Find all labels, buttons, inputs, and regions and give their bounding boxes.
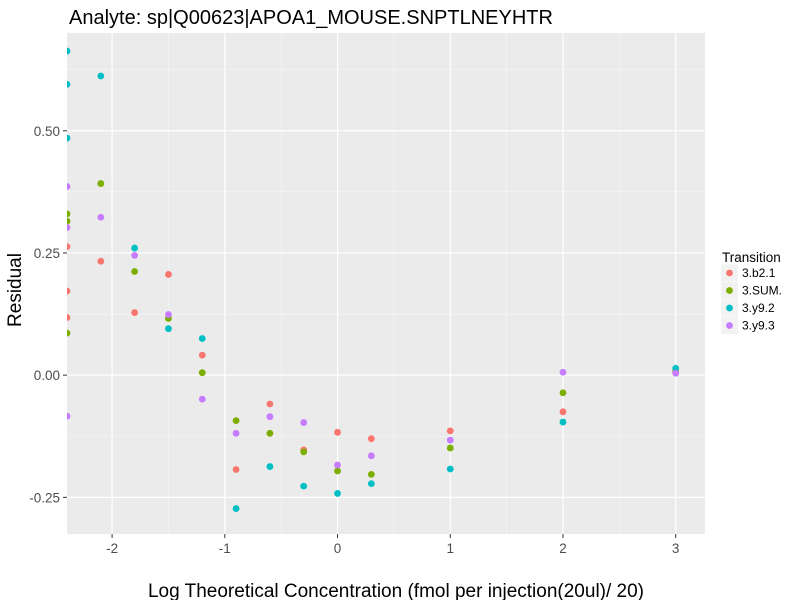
legend-key-marker xyxy=(726,322,733,329)
legend-key-marker xyxy=(726,304,733,312)
point-3-y9-3 xyxy=(67,412,71,420)
point-3-SUM xyxy=(446,444,454,452)
point-3-y9-3 xyxy=(559,368,567,376)
point-3-y9-3 xyxy=(131,251,139,259)
point-3-y9-2 xyxy=(334,490,341,497)
point-3-b2-1 xyxy=(165,271,172,278)
point-3-y9-2 xyxy=(198,335,206,342)
point-3-y9-2 xyxy=(67,80,71,88)
point-3-SUM xyxy=(232,417,240,425)
point-3-b2-1 xyxy=(131,309,139,316)
point-3-SUM xyxy=(367,470,375,478)
point-3-y9-2 xyxy=(67,134,71,142)
legend-title: Transition xyxy=(722,250,781,265)
y-tick-label: 0.00 xyxy=(34,368,60,383)
point-3-SUM xyxy=(266,429,274,437)
point-3-b2-1 xyxy=(559,408,567,416)
point-3-y9-3 xyxy=(266,413,274,421)
x-axis-ticks: -2 -1 0 1 2 3 xyxy=(106,534,679,556)
point-3-y9-2 xyxy=(446,465,454,473)
point-3-y9-3 xyxy=(232,429,240,437)
point-3-y9-3 xyxy=(165,311,172,318)
x-tick-label: -1 xyxy=(219,541,231,556)
point-3-y9-2 xyxy=(165,325,172,333)
point-3-SUM xyxy=(559,389,567,397)
plot-panel xyxy=(67,33,705,534)
point-3-SUM xyxy=(67,217,71,225)
point-3-y9-2 xyxy=(672,364,680,372)
point-3-y9-2 xyxy=(300,482,308,490)
y-axis-title: Residual xyxy=(5,253,26,327)
point-3-y9-3 xyxy=(300,419,308,426)
legend-entry-label: 3.y9.2 xyxy=(742,301,775,315)
point-3-b2-1 xyxy=(198,351,206,359)
point-3-SUM xyxy=(334,467,341,475)
point-3-y9-2 xyxy=(67,47,71,55)
x-tick-label: 1 xyxy=(446,541,454,556)
legend-key-marker xyxy=(726,269,733,277)
point-3-b2-1 xyxy=(67,314,71,321)
point-3-y9-2 xyxy=(97,72,105,80)
point-3-SUM xyxy=(97,180,105,187)
point-3-b2-1 xyxy=(367,435,375,443)
y-tick-label: -0.25 xyxy=(29,490,60,505)
x-tick-label: -2 xyxy=(106,541,118,556)
point-3-SUM xyxy=(67,210,71,218)
point-3-y9-2 xyxy=(367,480,375,488)
legend-key-marker xyxy=(726,287,733,294)
x-tick-label: 3 xyxy=(672,541,680,556)
point-3-SUM xyxy=(131,268,139,275)
legend: Transition 3.b2.1 3.SUM. 3.y9.2 3.y9.3 xyxy=(721,250,782,334)
point-3-y9-3 xyxy=(672,369,680,377)
legend-entry-label: 3.b2.1 xyxy=(742,266,776,280)
point-3-y9-2 xyxy=(266,463,274,470)
point-3-b2-1 xyxy=(446,427,454,435)
legend-entry-label: 3.SUM. xyxy=(742,284,782,298)
x-tick-label: 2 xyxy=(559,541,567,556)
point-3-b2-1 xyxy=(97,257,105,265)
x-axis-title: Log Theoretical Concentration (fmol per … xyxy=(148,581,644,600)
minor-gridlines xyxy=(67,33,705,534)
y-tick-label: 0.25 xyxy=(34,246,60,261)
point-3-y9-3 xyxy=(334,461,341,469)
x-tick-label: 0 xyxy=(334,541,342,556)
data-points xyxy=(67,47,680,512)
point-3-y9-2 xyxy=(559,418,567,426)
point-3-b2-1 xyxy=(232,466,240,473)
y-tick-label: 0.50 xyxy=(34,124,60,139)
point-3-y9-3 xyxy=(67,183,71,190)
point-3-b2-1 xyxy=(67,243,71,250)
point-3-SUM xyxy=(67,329,71,337)
point-3-b2-1 xyxy=(266,400,274,408)
y-axis-ticks: -0.25 0.00 0.25 0.50 xyxy=(29,124,67,505)
point-3-y9-2 xyxy=(131,244,139,252)
point-3-SUM xyxy=(300,448,308,456)
chart-title: Analyte: sp|Q00623|APOA1_MOUSE.SNPTLNEYH… xyxy=(69,7,553,29)
point-3-b2-1 xyxy=(67,287,71,295)
point-3-SUM xyxy=(198,369,206,377)
point-3-y9-3 xyxy=(198,395,206,403)
point-3-y9-3 xyxy=(446,436,454,444)
point-3-y9-3 xyxy=(67,224,71,231)
legend-entry-label: 3.y9.3 xyxy=(742,319,775,333)
point-3-y9-2 xyxy=(232,505,240,512)
point-3-y9-3 xyxy=(97,213,105,221)
point-3-b2-1 xyxy=(334,428,341,436)
point-3-y9-3 xyxy=(367,452,375,460)
